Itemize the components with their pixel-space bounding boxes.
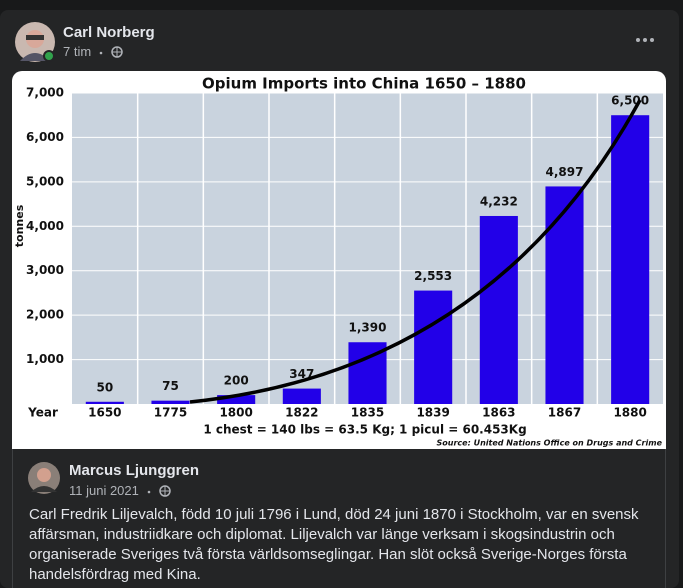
y-axis-label: tonnes (13, 204, 26, 247)
value-label: 4,232 (480, 194, 518, 208)
x-tick-label: 1835 (351, 406, 384, 420)
chart-title: Opium Imports into China 1650 – 1880 (202, 75, 526, 93)
y-tick-label: 1,000 (26, 352, 64, 366)
post-time[interactable]: 7 tim (63, 44, 92, 59)
text-line: Carl Fredrik Liljevalch, född 10 juli 17… (29, 506, 639, 523)
x-tick-label: 1867 (548, 406, 581, 420)
y-tick-label: 2,000 (26, 308, 64, 322)
post-meta: 11 juni 2021 (69, 483, 171, 498)
author-name[interactable]: Carl Norberg (63, 24, 155, 41)
bar (85, 401, 124, 404)
bar (479, 215, 518, 404)
bar (611, 115, 650, 404)
y-tick-label: 5,000 (26, 174, 64, 188)
bar (282, 388, 321, 404)
footnote: 1 chest = 140 lbs = 63.5 Kg; 1 picul = 6… (203, 423, 526, 437)
x-axis-label: Year (27, 406, 58, 420)
bar (217, 395, 256, 404)
y-tick-label: 7,000 (26, 86, 64, 100)
separator (99, 51, 103, 54)
value-label: 200 (224, 374, 249, 388)
value-label: 1,390 (349, 321, 387, 335)
source: Source: United Nations Office on Drugs a… (437, 439, 663, 448)
y-tick-label: 3,000 (26, 263, 64, 277)
separator (147, 490, 151, 493)
avatar[interactable] (28, 462, 60, 494)
x-tick-label: 1775 (154, 406, 187, 420)
globe-icon (159, 484, 171, 497)
value-label: 75 (162, 379, 179, 393)
trend-curve (189, 99, 642, 404)
bar (151, 400, 190, 404)
x-tick-label: 1880 (613, 406, 646, 420)
bar (414, 290, 453, 404)
more-menu[interactable] (634, 34, 656, 46)
text-line: organiserade Sveriges två första världso… (29, 546, 627, 563)
avatar[interactable] (14, 21, 56, 63)
x-tick-label: 1863 (482, 406, 515, 420)
x-tick-label: 1822 (285, 406, 318, 420)
globe-icon (111, 45, 123, 58)
value-label: 4,897 (546, 165, 584, 179)
text-line: handelsfördrag med Kina. (29, 566, 201, 583)
chart[interactable]: Opium Imports into China 1650 – 1880 ton… (12, 71, 666, 449)
post-meta: 7 tim (63, 44, 123, 59)
author-name[interactable]: Marcus Ljunggren (69, 462, 200, 479)
text-line: affärsman, industriidkare och diplomat. … (29, 526, 615, 543)
x-tick-label: 1800 (219, 406, 252, 420)
value-label: 2,553 (414, 269, 452, 283)
value-label: 50 (96, 380, 113, 394)
post-time[interactable]: 11 juni 2021 (69, 483, 139, 498)
y-tick-label: 4,000 (26, 219, 64, 233)
x-tick-label: 1650 (88, 406, 121, 420)
bar (545, 186, 584, 404)
shared-post: Marcus Ljunggren 11 juni 2021 Carl Fredr… (12, 449, 666, 588)
value-label: 6,500 (611, 94, 649, 108)
x-tick-label: 1839 (416, 406, 449, 420)
y-tick-label: 6,000 (26, 130, 64, 144)
post-text: Carl Fredrik Liljevalch, född 10 juli 17… (29, 505, 639, 585)
